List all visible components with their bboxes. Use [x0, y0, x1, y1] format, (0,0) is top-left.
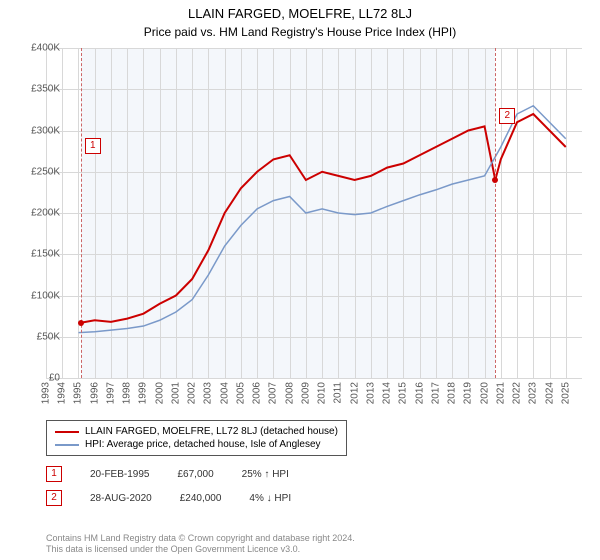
x-tick-label: 2023	[528, 382, 539, 404]
sale-date-2: 28-AUG-2020	[90, 493, 152, 504]
y-tick-label: £150K	[20, 249, 60, 260]
chart-subtitle: Price paid vs. HM Land Registry's House …	[0, 21, 600, 39]
y-tick-label: £200K	[20, 208, 60, 219]
x-tick-label: 2004	[219, 382, 230, 404]
sale-delta-1: 25% ↑ HPI	[242, 469, 289, 480]
x-tick-label: 1998	[122, 382, 133, 404]
y-tick-label: £250K	[20, 166, 60, 177]
sale-price-2: £240,000	[180, 493, 222, 504]
series-subject	[81, 114, 566, 323]
x-tick-label: 2020	[479, 382, 490, 404]
x-tick-label: 2018	[447, 382, 458, 404]
sale-point	[492, 177, 498, 183]
sale-marker-2: 2	[46, 490, 62, 506]
sale-price-1: £67,000	[177, 469, 213, 480]
chart-title: LLAIN FARGED, MOELFRE, LL72 8LJ	[0, 0, 600, 21]
x-tick-label: 1994	[57, 382, 68, 404]
x-tick-label: 2011	[333, 382, 344, 404]
x-tick-label: 2013	[365, 382, 376, 404]
x-tick-label: 2002	[187, 382, 198, 404]
x-tick-label: 2014	[382, 382, 393, 404]
y-tick-label: £50K	[20, 331, 60, 342]
y-tick-label: £350K	[20, 84, 60, 95]
x-tick-label: 2010	[317, 382, 328, 404]
x-tick-label: 2006	[252, 382, 263, 404]
attribution-footer: Contains HM Land Registry data © Crown c…	[46, 533, 355, 556]
x-tick-label: 1993	[41, 382, 52, 404]
legend-box: LLAIN FARGED, MOELFRE, LL72 8LJ (detache…	[46, 420, 347, 456]
x-tick-label: 1999	[138, 382, 149, 404]
legend-label: LLAIN FARGED, MOELFRE, LL72 8LJ (detache…	[85, 426, 338, 437]
sale-marker-box: 2	[499, 108, 515, 124]
sale-row-2: 2 28-AUG-2020 £240,000 4% ↓ HPI	[46, 490, 291, 506]
x-tick-label: 2000	[154, 382, 165, 404]
x-tick-label: 2005	[235, 382, 246, 404]
x-tick-label: 2009	[300, 382, 311, 404]
y-tick-label: £300K	[20, 125, 60, 136]
x-tick-label: 2016	[414, 382, 425, 404]
x-tick-label: 1997	[105, 382, 116, 404]
x-tick-label: 2021	[495, 382, 506, 404]
legend-label: HPI: Average price, detached house, Isle…	[85, 439, 321, 450]
y-tick-label: £400K	[20, 43, 60, 54]
x-tick-label: 2015	[398, 382, 409, 404]
sale-marker-box: 1	[85, 138, 101, 154]
x-tick-label: 2003	[203, 382, 214, 404]
line-series	[46, 48, 582, 378]
x-tick-label: 1995	[73, 382, 84, 404]
x-tick-label: 2025	[560, 382, 571, 404]
sale-date-1: 20-FEB-1995	[90, 469, 149, 480]
footer-line-1: Contains HM Land Registry data © Crown c…	[46, 533, 355, 545]
legend-row: LLAIN FARGED, MOELFRE, LL72 8LJ (detache…	[55, 425, 338, 438]
chart-container: LLAIN FARGED, MOELFRE, LL72 8LJ Price pa…	[0, 0, 600, 560]
x-tick-label: 2007	[268, 382, 279, 404]
x-tick-label: 2022	[512, 382, 523, 404]
x-tick-label: 2024	[544, 382, 555, 404]
sale-point	[78, 320, 84, 326]
y-tick-label: £100K	[20, 290, 60, 301]
x-tick-label: 1996	[89, 382, 100, 404]
plot-area: 12	[46, 48, 582, 378]
x-tick-label: 2019	[463, 382, 474, 404]
sale-delta-2: 4% ↓ HPI	[249, 493, 291, 504]
footer-line-2: This data is licensed under the Open Gov…	[46, 544, 355, 556]
legend-swatch	[55, 444, 79, 446]
x-tick-label: 2017	[430, 382, 441, 404]
sale-marker-1: 1	[46, 466, 62, 482]
x-tick-label: 2008	[284, 382, 295, 404]
x-tick-label: 2001	[170, 382, 181, 404]
x-tick-label: 2012	[349, 382, 360, 404]
legend-swatch	[55, 431, 79, 433]
series-hpi	[78, 106, 565, 333]
sale-row-1: 1 20-FEB-1995 £67,000 25% ↑ HPI	[46, 466, 289, 482]
legend-row: HPI: Average price, detached house, Isle…	[55, 438, 338, 451]
